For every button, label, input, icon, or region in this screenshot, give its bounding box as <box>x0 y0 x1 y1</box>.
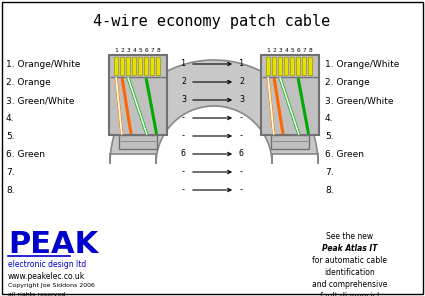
Text: 4: 4 <box>132 48 136 53</box>
Text: -: - <box>239 168 244 176</box>
Text: 7.: 7. <box>325 168 334 177</box>
Bar <box>126 57 130 75</box>
Bar <box>261 55 319 135</box>
Text: www.peakelec.co.uk: www.peakelec.co.uk <box>8 272 85 281</box>
Text: 2: 2 <box>120 48 124 53</box>
Text: all rights reserved: all rights reserved <box>8 292 65 296</box>
Text: -: - <box>181 168 186 176</box>
Text: -: - <box>239 186 244 194</box>
Text: 6: 6 <box>144 48 148 53</box>
Text: Peak Atlas IT: Peak Atlas IT <box>322 244 378 253</box>
Bar <box>144 57 148 75</box>
Text: 6: 6 <box>296 48 300 53</box>
Text: 8.: 8. <box>325 186 334 195</box>
Text: 2: 2 <box>181 78 186 86</box>
Text: -: - <box>239 113 244 123</box>
Bar <box>109 55 167 135</box>
Text: 3: 3 <box>239 96 244 104</box>
Text: for automatic cable: for automatic cable <box>312 256 388 265</box>
Text: 5: 5 <box>138 48 142 53</box>
Bar <box>278 57 282 75</box>
Bar <box>308 57 312 75</box>
Text: 1: 1 <box>181 59 186 68</box>
Text: 6. Green: 6. Green <box>6 150 45 159</box>
Bar <box>272 57 276 75</box>
Text: 6. Green: 6. Green <box>325 150 364 159</box>
Bar <box>120 57 124 75</box>
Polygon shape <box>110 60 318 164</box>
Text: 8.: 8. <box>6 186 14 195</box>
Text: 1: 1 <box>239 59 244 68</box>
Bar <box>138 57 142 75</box>
Bar <box>290 57 294 75</box>
Text: 2: 2 <box>239 78 244 86</box>
Text: 8: 8 <box>156 48 160 53</box>
Text: -: - <box>239 131 244 141</box>
Text: 5.: 5. <box>325 132 334 141</box>
Text: 6: 6 <box>239 149 244 158</box>
Bar <box>271 135 309 149</box>
Text: See the new: See the new <box>326 232 374 241</box>
Text: identification: identification <box>325 268 375 277</box>
Text: 4-wire economy patch cable: 4-wire economy patch cable <box>94 14 331 29</box>
Text: fault diagnosis!: fault diagnosis! <box>320 292 380 296</box>
Text: 6: 6 <box>181 149 186 158</box>
Text: 1: 1 <box>266 48 270 53</box>
Text: PEAK: PEAK <box>8 230 98 259</box>
Text: 7: 7 <box>302 48 306 53</box>
Text: 3: 3 <box>278 48 282 53</box>
Text: 8: 8 <box>308 48 312 53</box>
Bar <box>114 57 118 75</box>
Bar <box>119 135 157 149</box>
Text: 4.: 4. <box>325 114 334 123</box>
Text: 7: 7 <box>150 48 154 53</box>
Text: Copyright Joe Siddons 2006: Copyright Joe Siddons 2006 <box>8 283 95 288</box>
Bar <box>302 57 306 75</box>
Bar <box>296 57 300 75</box>
Text: -: - <box>181 131 186 141</box>
Text: 2: 2 <box>272 48 276 53</box>
Text: 3: 3 <box>126 48 130 53</box>
Bar <box>284 57 288 75</box>
Text: 3. Green/White: 3. Green/White <box>325 96 394 105</box>
Text: 7.: 7. <box>6 168 14 177</box>
Bar <box>266 57 270 75</box>
Text: -: - <box>181 113 186 123</box>
Text: 4.: 4. <box>6 114 14 123</box>
Text: 3. Green/White: 3. Green/White <box>6 96 74 105</box>
Text: 2. Orange: 2. Orange <box>325 78 370 87</box>
Text: 1: 1 <box>114 48 118 53</box>
Text: 1. Orange/White: 1. Orange/White <box>325 60 400 69</box>
Bar <box>156 57 160 75</box>
Text: 5: 5 <box>290 48 294 53</box>
Text: 1. Orange/White: 1. Orange/White <box>6 60 80 69</box>
Text: electronic design ltd: electronic design ltd <box>8 260 86 269</box>
Text: 2. Orange: 2. Orange <box>6 78 51 87</box>
Bar <box>150 57 154 75</box>
Text: 4: 4 <box>284 48 288 53</box>
Text: 3: 3 <box>181 96 186 104</box>
Text: and comprehensive: and comprehensive <box>312 280 388 289</box>
Text: -: - <box>181 186 186 194</box>
Bar <box>132 57 136 75</box>
Text: 5.: 5. <box>6 132 14 141</box>
